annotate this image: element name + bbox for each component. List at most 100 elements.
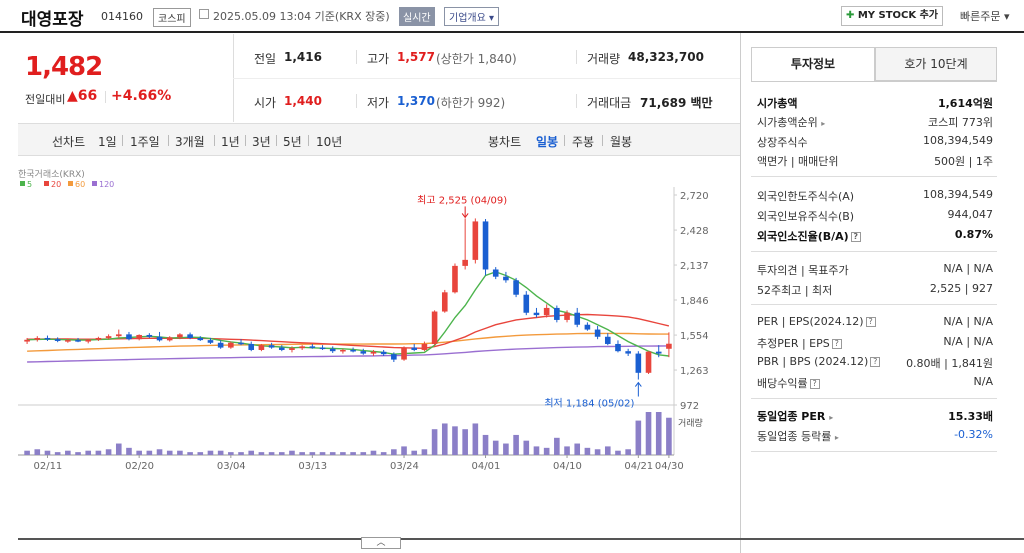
divider [740,33,741,553]
volume-bar [350,452,356,455]
realtime-badge[interactable]: 실시간 [399,7,435,26]
stock-name: 대영포장 [21,10,84,30]
est-per-label: 추정PER | EPS [757,337,830,350]
tab-invest-info[interactable]: 투자정보 [751,47,875,81]
legend-label: 5 [27,180,32,189]
sector-change-label: 동일업종 등락률 [757,430,832,443]
volume-bar [513,434,519,455]
divider [122,135,123,146]
sector-change-link[interactable]: 동일업종 등락률 ▸ [757,428,839,444]
upper-limit: (상한가 1,840) [436,52,517,66]
volume-bar [554,437,560,455]
divider [18,538,1024,540]
candle-daily[interactable]: 일봉 [536,135,559,149]
candle-body [513,280,519,295]
foreign-limit-label: 외국인한도주식수(A) [757,190,855,203]
sector-per-link[interactable]: 동일업종 PER ▸ [757,408,833,424]
volume-bar [625,449,631,455]
est-per-value: N/A | N/A [943,335,993,348]
candle-body [411,347,418,350]
volume-bar [34,449,41,455]
volume-bar [431,429,438,455]
candle-weekly[interactable]: 주봉 [572,135,595,149]
period-1y[interactable]: 1년 [221,135,240,149]
volume-bar [105,449,112,455]
candle-body [594,329,601,337]
candle-body [207,340,214,343]
candle-body [350,349,356,352]
lower-limit: (하한가 992) [436,96,506,110]
sector-per-value: 15.33배 [948,410,993,423]
est-per-row: 추정PER | EPS? [757,335,842,351]
face-label: 액면가 | 매매단위 [757,155,839,168]
candle-body [441,292,448,312]
corp-overview-dropdown[interactable]: 기업개요 ▾ [444,7,500,26]
candle-body [554,307,560,320]
quick-order-dropdown[interactable]: 빠른주문 ▾ [960,8,1010,24]
opinion-value: N/A | N/A [943,262,993,275]
candle-body [655,351,662,354]
mystock-add-label: MY STOCK 추가 [857,10,939,21]
volume-bar [503,443,509,455]
period-3m[interactable]: 3개월 [175,135,205,149]
help-icon[interactable]: ? [870,357,881,367]
volume-bar [492,440,499,455]
candle-chart-label: 봉차트 [488,135,522,149]
tab-orderbook[interactable]: 호가 10단계 [875,47,997,81]
volume-bar [85,450,92,455]
divider [276,135,277,146]
current-price: 1,482 [25,52,103,82]
candle-body [574,312,581,325]
volume-value: 48,323,700 [628,50,704,64]
divider [751,176,997,177]
change-percent: +4.66% [111,88,172,104]
volume-bar [319,452,326,455]
divider [168,135,169,146]
help-icon[interactable]: ? [831,339,842,349]
foreign-ratio-value: 0.87% [954,228,993,241]
period-1w[interactable]: 1주일 [130,135,160,149]
chevron-down-icon: ▾ [1003,10,1010,23]
collapse-chevron-icon[interactable]: ︿ [361,537,401,549]
candle-body [156,336,163,341]
candle-body [635,353,642,373]
shares-value: 108,394,549 [923,134,993,147]
period-10y[interactable]: 10년 [316,135,343,149]
period-3y[interactable]: 3년 [252,135,271,149]
change-label: 전일대비 [25,93,66,106]
per-row: PER | EPS(2024.12)? [757,315,876,328]
divider [751,251,997,252]
candle-body [472,221,479,260]
candle-body [645,351,652,373]
candle-body [431,311,438,344]
help-icon[interactable]: ? [809,379,820,389]
candle-body [543,307,550,316]
mystock-add-button[interactable]: ✚ MY STOCK 추가 [841,6,943,26]
volume-bar [309,452,316,455]
y-tick-label: 1,846 [680,296,709,307]
volume-bar [645,412,652,455]
high-value: 1,577 [397,50,435,64]
chart-period-toolbar: 선차트 1일 1주일 3개월 1년 3년 5년 10년 봉차트 일봉 주봉 월봉 [18,123,740,156]
candle-body [166,337,173,341]
candle-monthly[interactable]: 월봉 [610,135,633,149]
help-icon[interactable]: ? [865,317,876,327]
prev-close-value: 1,416 [284,50,322,64]
period-1d[interactable]: 1일 [98,135,117,149]
candle-body [228,342,234,348]
y-tick-label: 1,263 [680,366,709,377]
candle-body [462,259,468,266]
cap-rank-link[interactable]: 시가총액순위 ▸ [757,114,825,130]
foreign-hold-label: 외국인보유주식수(B) [757,210,855,223]
divider [576,50,577,64]
period-5y[interactable]: 5년 [283,135,302,149]
stock-chart[interactable]: 한국거래소(KRX)5 20 60 120 2,720 2,428 2,137 1,846 1,… [18,165,718,475]
divider [308,135,309,146]
volume-label: 거래량 [678,417,703,429]
volume-bar [666,417,672,455]
per-label: PER | EPS(2024.12) [757,315,864,328]
foreign-hold-value: 944,047 [947,208,994,221]
help-icon[interactable]: ? [850,232,861,242]
ma20-line [27,313,670,350]
volume-bar [523,440,530,455]
